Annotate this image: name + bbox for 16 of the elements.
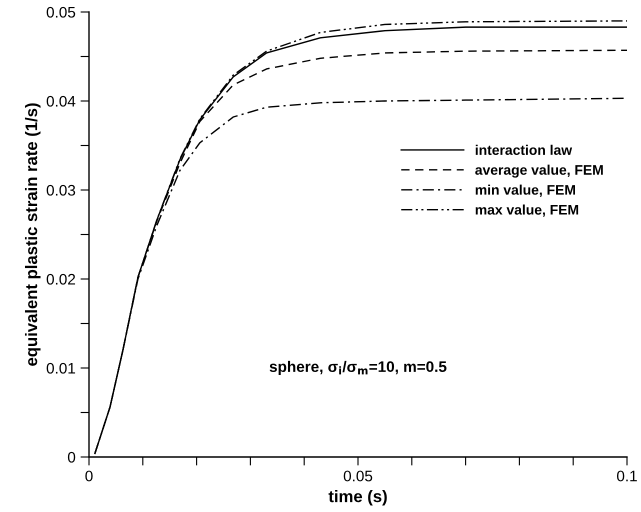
- y-tick-label: 0.05: [46, 6, 76, 18]
- y-tick-label: 0.01: [46, 362, 76, 374]
- x-tick-label: 0: [85, 470, 93, 482]
- annotation: sphere, σ$_{i}$/σ$_{m}$=10, m=0.5: [270, 360, 446, 376]
- y-tick-label: 0.02: [46, 274, 76, 285]
- x-tick-label: 0.05: [344, 470, 372, 482]
- legend-label: interaction law: [476, 144, 572, 155]
- legend-label: max value, FEM: [476, 204, 578, 217]
- y-tick-label: 0.03: [46, 184, 76, 196]
- y-tick-label: 0: [68, 452, 76, 463]
- legend-label: min value, FEM: [476, 184, 575, 197]
- x-axis-title: time (s): [328, 490, 387, 506]
- y-tick-label: 0.04: [46, 96, 76, 107]
- legend-label: average value, FEM: [475, 164, 603, 178]
- y-axis-title: equivalent plastic strain rate (1/s): [24, 103, 41, 366]
- x-tick-label: 0.1: [616, 470, 637, 482]
